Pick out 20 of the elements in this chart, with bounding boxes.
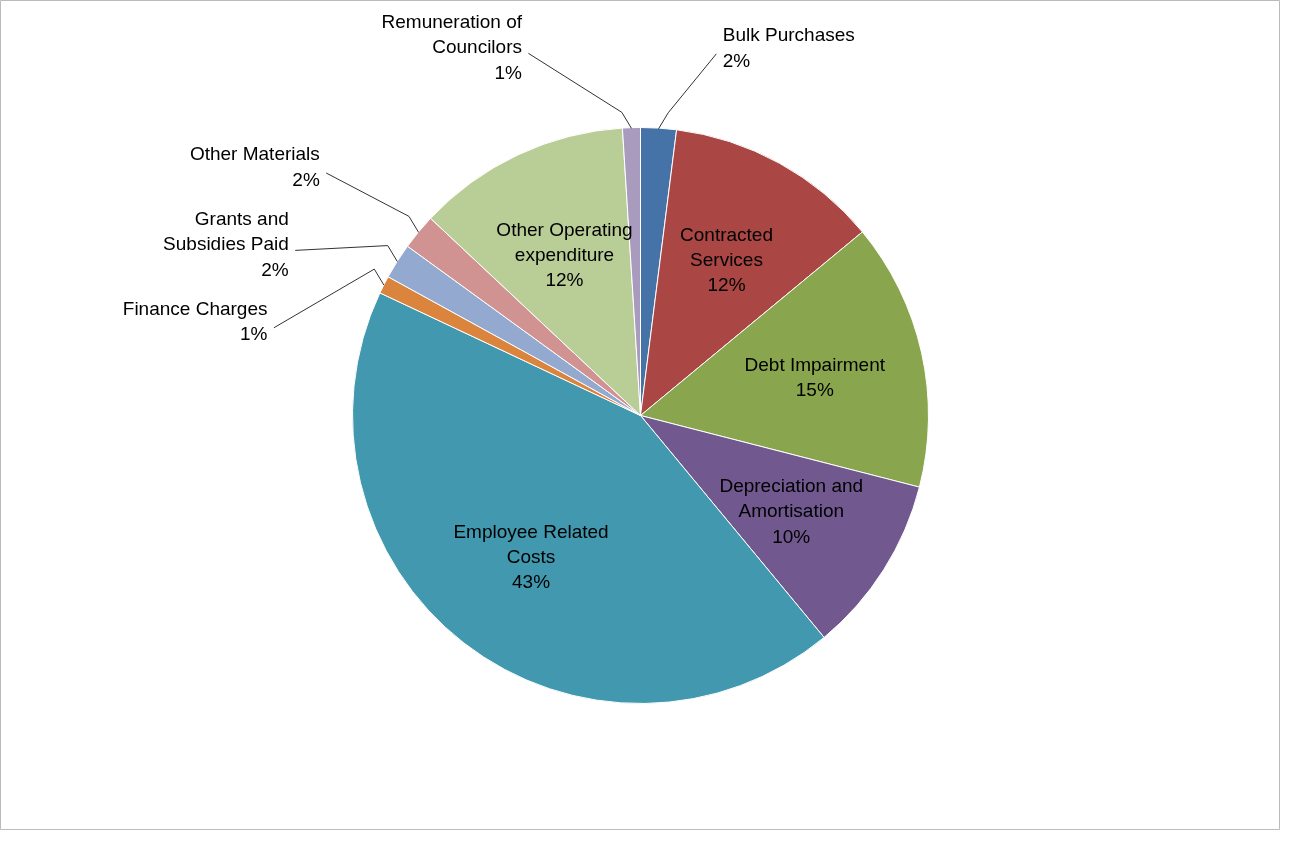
data-label: 2% xyxy=(261,258,289,280)
data-label: 15% xyxy=(795,378,834,400)
data-label: 2% xyxy=(292,168,320,190)
data-label: 2% xyxy=(722,49,751,71)
slice-label: Employee Related Costs xyxy=(453,520,609,567)
data-label: 43% xyxy=(512,570,551,592)
slice-label: Other Operating expenditure xyxy=(496,218,633,265)
data-label: 10% xyxy=(772,525,811,547)
slice-label: Other Materials xyxy=(189,143,320,165)
slice-label: Remuneration of Councilors xyxy=(381,11,523,58)
data-label: 1% xyxy=(494,61,523,83)
slice-label: Bulk Purchases xyxy=(722,24,855,46)
slice-label: Depreciation and Amortisation xyxy=(719,475,864,522)
slice-label: Contracted Services xyxy=(680,223,773,270)
data-label: 12% xyxy=(707,274,746,296)
data-label: 1% xyxy=(240,323,268,345)
slice-label: Grants and Subsidies Paid xyxy=(163,208,289,255)
data-label: 12% xyxy=(545,269,584,291)
slice-label: Debt Impairment xyxy=(744,353,886,375)
slice-label: Finance Charges xyxy=(122,298,268,320)
